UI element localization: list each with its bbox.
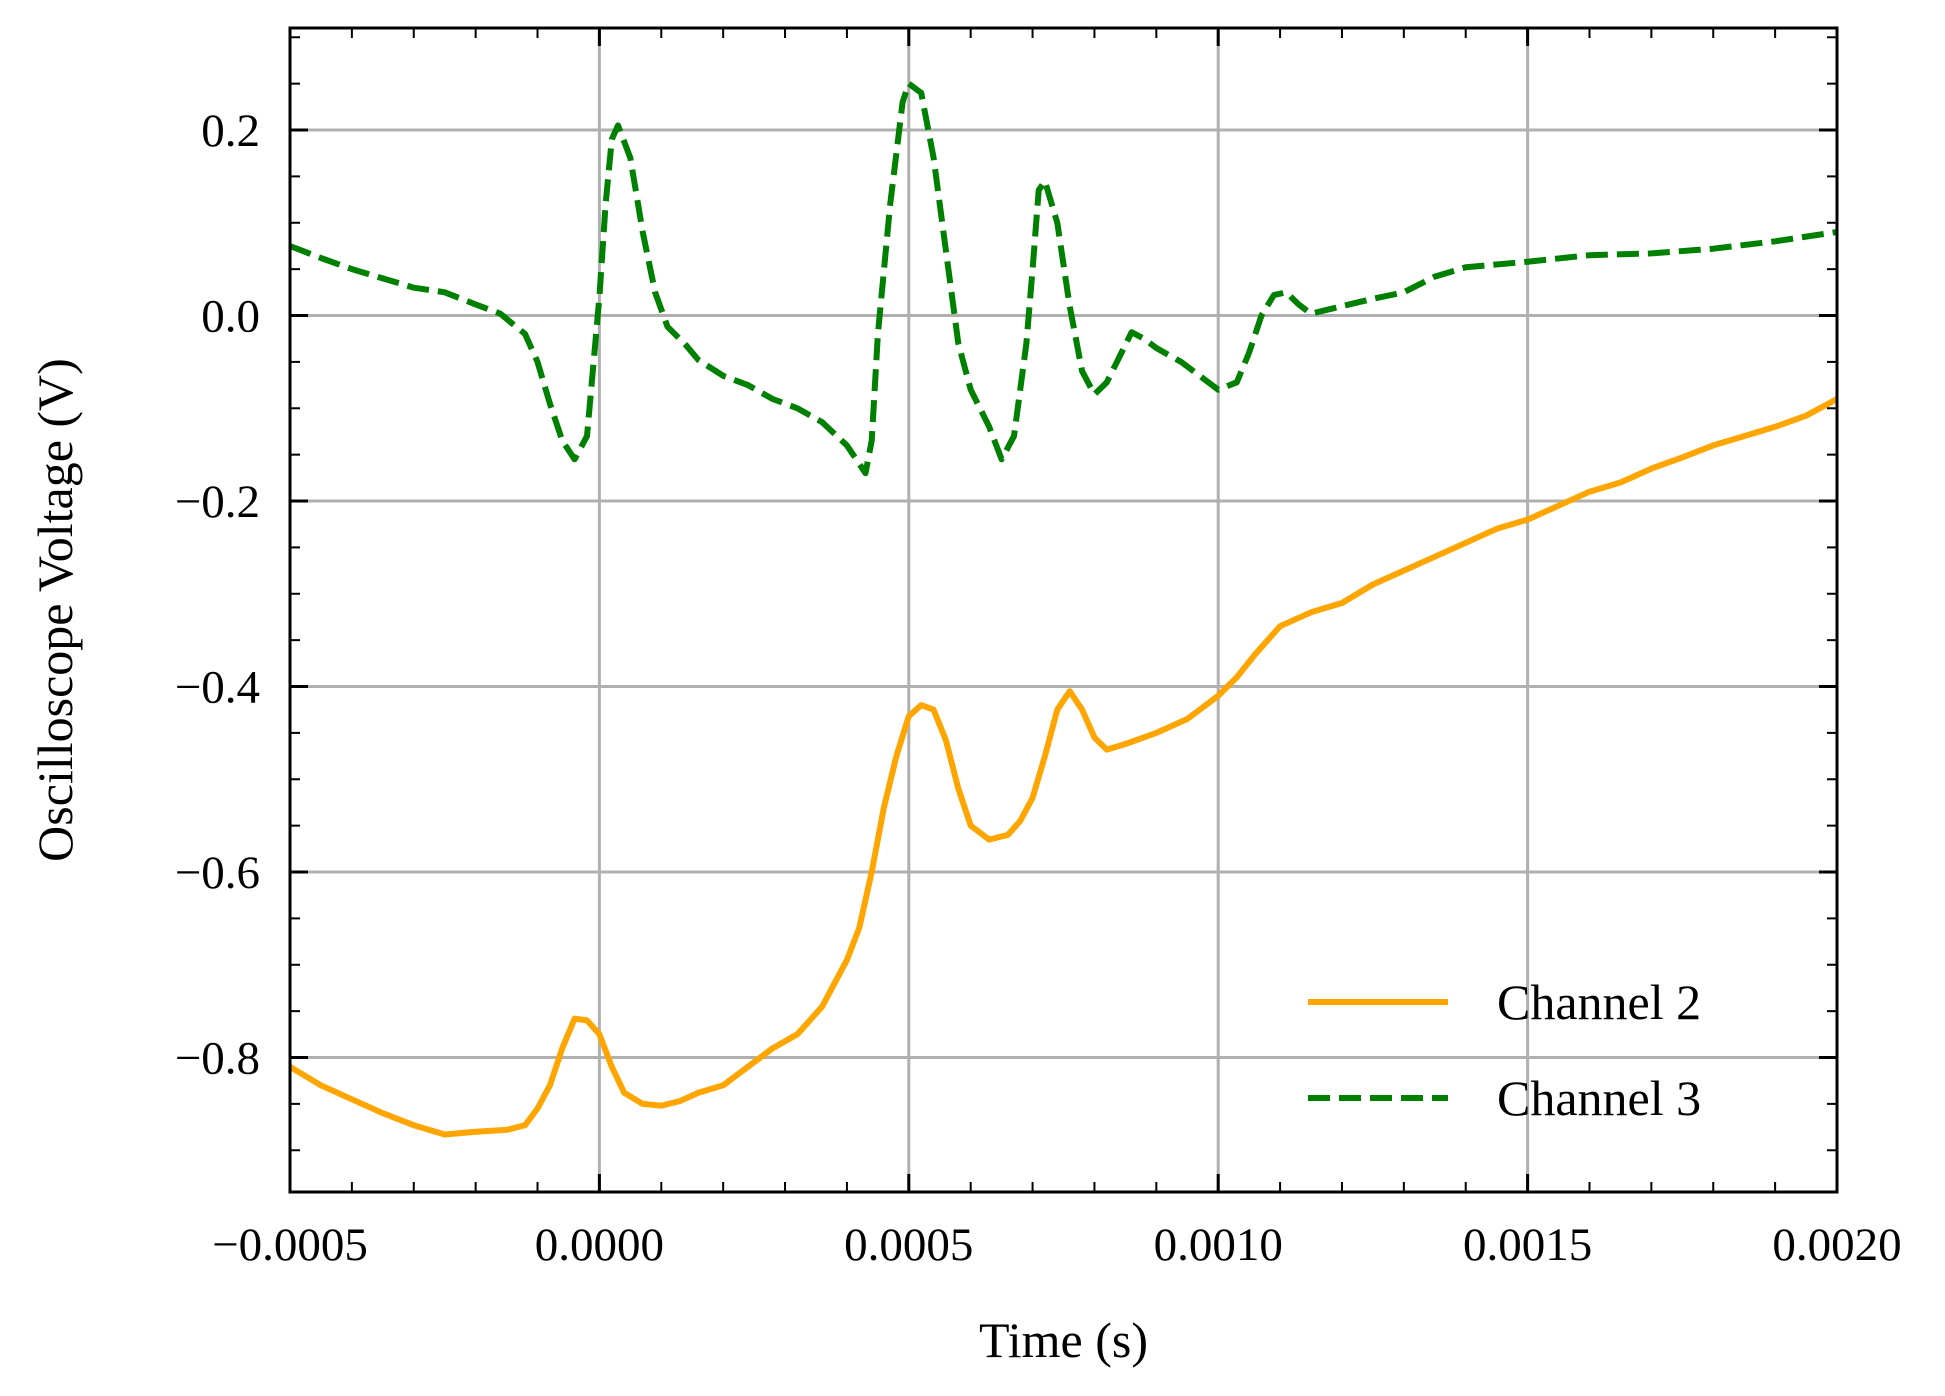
series-layer <box>288 80 1839 1138</box>
legend-label-1: Channel 2 <box>1497 974 1701 1030</box>
series-line-2 <box>288 80 1838 477</box>
legend-label-2: Channel 3 <box>1497 1070 1701 1126</box>
y-tick-label: 0.0 <box>201 291 260 343</box>
legend: Channel 2 Channel 3 <box>1308 974 1701 1126</box>
y-tick-labels: −0.8 −0.6 −0.4 −0.2 0.0 0.2 <box>175 105 260 1084</box>
grid <box>290 28 1837 1192</box>
y-tick-label: −0.6 <box>175 847 260 899</box>
plot-frame <box>288 26 1839 1194</box>
y-tick-label: 0.2 <box>201 105 260 157</box>
x-tick-label: 0.0020 <box>1772 1219 1901 1271</box>
y-axis-label: Oscilloscope Voltage (V) <box>27 358 83 862</box>
y-tick-label: −0.4 <box>175 662 260 714</box>
x-tick-label: 0.0000 <box>535 1219 664 1271</box>
y-tick-label: −0.2 <box>175 476 260 528</box>
x-tick-label: 0.0005 <box>844 1219 973 1271</box>
series-line-1 <box>288 396 1839 1138</box>
x-tick-label: 0.0015 <box>1463 1219 1592 1271</box>
x-tick-label: −0.0005 <box>212 1219 368 1271</box>
x-axis-label: Time (s) <box>979 1312 1148 1368</box>
major-ticks <box>288 28 1839 1192</box>
x-tick-label: 0.0010 <box>1154 1219 1283 1271</box>
x-tick-labels: −0.0005 0.0000 0.0005 0.0010 0.0015 0.0020 <box>212 1219 1902 1271</box>
y-tick-label: −0.8 <box>175 1033 260 1085</box>
